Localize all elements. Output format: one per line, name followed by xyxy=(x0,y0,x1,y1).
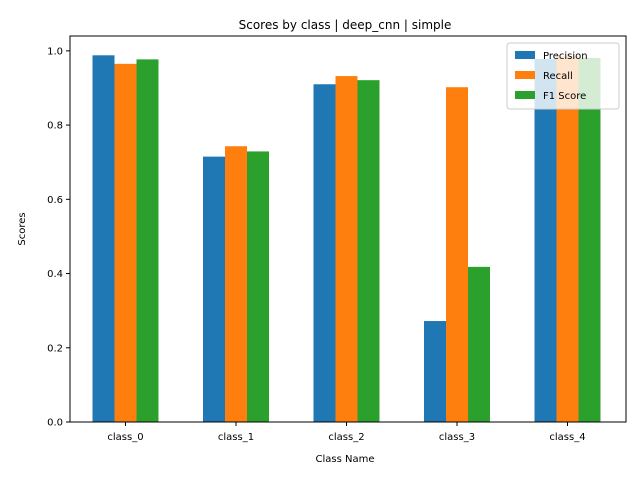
y-axis: 0.0 0.2 0.4 0.6 0.8 1.0 xyxy=(47,46,70,429)
y-tick-label: 0.4 xyxy=(47,269,63,280)
bar-recall-class_4 xyxy=(556,56,579,423)
y-tick-label: 1.0 xyxy=(47,46,63,57)
plot-frame xyxy=(69,35,627,423)
legend-label: F1 Score xyxy=(543,91,586,102)
legend-swatch xyxy=(515,71,535,79)
bars-group xyxy=(92,55,601,423)
y-tick-label: 0.8 xyxy=(47,121,63,132)
x-axis: class_0 class_1 class_2 class_3 class_4 xyxy=(107,422,586,443)
bar-recall-class_3 xyxy=(446,87,468,422)
bar-precision-class_4 xyxy=(534,59,557,423)
legend-label: Precision xyxy=(543,51,588,62)
legend-swatch xyxy=(515,51,535,59)
legend-label: Recall xyxy=(543,71,573,82)
bar-precision-class_2 xyxy=(313,84,336,422)
bar-f1-score-class_0 xyxy=(136,59,159,422)
bar-f1-score-class_3 xyxy=(468,266,490,422)
bar-recall-class_0 xyxy=(114,63,137,422)
x-tick-label: class_3 xyxy=(439,432,475,443)
bar-recall-class_2 xyxy=(335,76,358,422)
legend: Precision Recall F1 Score xyxy=(506,42,620,110)
chart-title: Scores by class | deep_cnn | simple xyxy=(239,18,452,32)
x-tick-label: class_0 xyxy=(107,432,143,443)
bar-f1-score-class_2 xyxy=(357,80,380,423)
bar-precision-class_0 xyxy=(92,55,115,423)
y-tick-label: 0.0 xyxy=(47,418,63,429)
bar-f1-score-class_4 xyxy=(578,57,601,423)
bar-precision-class_3 xyxy=(424,321,446,422)
bar-f1-score-class_1 xyxy=(247,151,269,423)
y-axis-label: Scores xyxy=(17,212,28,245)
legend-swatch xyxy=(515,91,535,99)
x-tick-label: class_1 xyxy=(218,432,254,443)
x-tick-label: class_2 xyxy=(328,432,364,443)
y-tick-label: 0.2 xyxy=(47,343,63,354)
y-tick-label: 0.6 xyxy=(47,195,63,206)
x-tick-label: class_4 xyxy=(549,432,585,443)
bar-precision-class_1 xyxy=(203,156,225,422)
bar-recall-class_1 xyxy=(225,146,247,422)
x-axis-label: Class Name xyxy=(316,454,375,465)
